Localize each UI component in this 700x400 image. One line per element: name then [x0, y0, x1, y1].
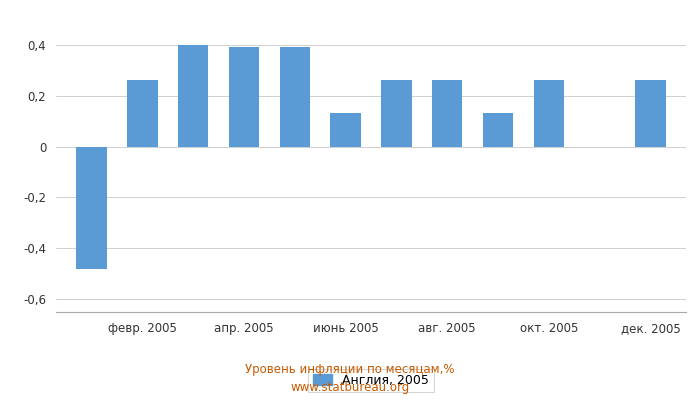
Bar — [279, 47, 310, 146]
Bar — [382, 80, 412, 146]
Bar — [533, 80, 564, 146]
Text: Уровень инфляции по месяцам,%: Уровень инфляции по месяцам,% — [245, 364, 455, 376]
Bar — [330, 114, 360, 146]
Bar — [432, 80, 463, 146]
Bar — [483, 114, 513, 146]
Text: www.statbureau.org: www.statbureau.org — [290, 382, 410, 394]
Legend: Англия, 2005: Англия, 2005 — [308, 369, 434, 392]
Bar — [635, 80, 666, 146]
Bar — [229, 47, 259, 146]
Bar — [76, 146, 107, 269]
Bar — [127, 80, 158, 146]
Bar — [178, 45, 209, 146]
